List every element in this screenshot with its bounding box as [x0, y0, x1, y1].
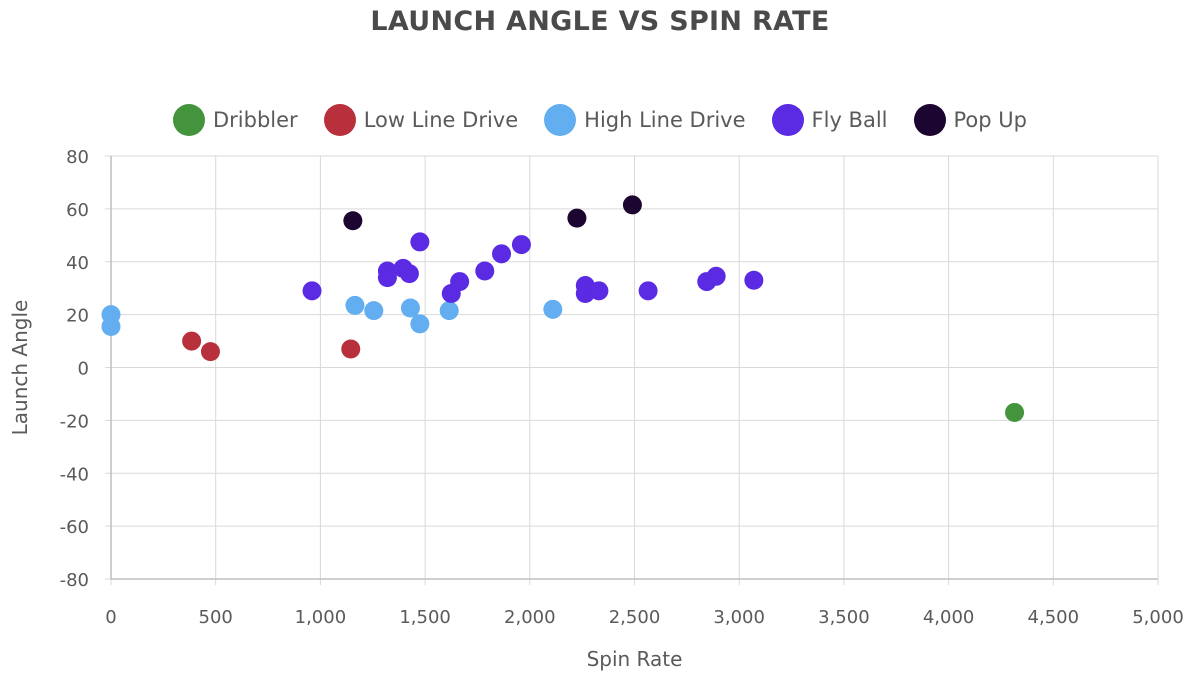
grid — [105, 155, 1159, 585]
legend-swatch-icon — [913, 104, 946, 136]
x-tick-label: 4,500 — [1028, 607, 1080, 628]
data-point[interactable] — [622, 195, 642, 215]
x-tick-label: 5,000 — [1132, 607, 1184, 628]
y-tick-label: 60 — [66, 200, 89, 221]
data-point[interactable] — [450, 272, 470, 292]
legend-item[interactable]: Fly Ball — [771, 104, 888, 136]
legend-label: High Line Drive — [584, 108, 746, 132]
x-tick-label: 4,000 — [923, 607, 975, 628]
y-tick-label: 80 — [66, 147, 89, 168]
data-point[interactable] — [400, 298, 420, 318]
x-tick-label: 2,500 — [609, 607, 661, 628]
data-point[interactable] — [399, 264, 419, 284]
y-tick-label: -60 — [60, 517, 89, 538]
x-tick-label: 1,500 — [399, 607, 451, 628]
y-tick-label: 0 — [78, 359, 89, 380]
legend-label: Fly Ball — [811, 108, 888, 132]
data-point[interactable] — [638, 281, 658, 301]
legend: Dribbler Low Line Drive High Line Drive Fly… — [0, 104, 1200, 136]
x-tick-label: 2,000 — [504, 607, 556, 628]
y-tick-label: 40 — [66, 253, 89, 274]
y-tick-label: 20 — [66, 306, 89, 327]
data-point[interactable] — [302, 281, 322, 301]
data-point[interactable] — [744, 270, 764, 290]
data-point[interactable] — [589, 281, 609, 301]
data-point[interactable] — [511, 235, 531, 255]
data-point[interactable] — [200, 342, 220, 362]
x-tick-label: 1,000 — [295, 607, 347, 628]
legend-label: Pop Up — [953, 108, 1027, 132]
y-tick-label: -40 — [60, 464, 89, 485]
x-tick-label: 0 — [105, 607, 116, 628]
data-point[interactable] — [492, 244, 512, 264]
legend-item[interactable]: Pop Up — [913, 104, 1027, 136]
axes: 0 500 1,000 1,500 2,000 2,500 3,000 3,500 4,000 4… — [60, 147, 1184, 628]
data-point[interactable] — [1005, 402, 1025, 422]
data-point[interactable] — [101, 317, 121, 337]
data-point[interactable] — [567, 208, 587, 228]
legend-swatch-icon — [323, 104, 356, 136]
data-point[interactable] — [475, 261, 495, 281]
y-axis-title: Launch Angle — [8, 300, 32, 436]
data-point[interactable] — [343, 211, 363, 231]
data-point[interactable] — [377, 268, 397, 288]
data-point[interactable] — [182, 331, 202, 351]
data-point[interactable] — [706, 266, 726, 286]
y-tick-label: -80 — [60, 570, 89, 591]
legend-swatch-icon — [544, 104, 577, 136]
data-point[interactable] — [410, 232, 430, 252]
data-points — [101, 195, 1025, 422]
data-point[interactable] — [410, 314, 430, 334]
x-tick-label: 500 — [199, 607, 233, 628]
legend-item[interactable]: High Line Drive — [544, 104, 746, 136]
chart-title: LAUNCH ANGLE VS SPIN RATE — [370, 6, 830, 37]
x-tick-label: 3,500 — [818, 607, 870, 628]
legend-item[interactable]: Low Line Drive — [323, 104, 519, 136]
legend-label: Dribbler — [213, 108, 298, 132]
y-tick-label: -20 — [60, 411, 89, 432]
x-tick-label: 3,000 — [713, 607, 765, 628]
data-point[interactable] — [543, 299, 563, 319]
data-point[interactable] — [341, 339, 361, 359]
data-point[interactable] — [439, 301, 459, 321]
data-point[interactable] — [345, 295, 365, 315]
legend-label: Low Line Drive — [363, 108, 519, 132]
x-axis-title: Spin Rate — [587, 647, 683, 671]
data-point[interactable] — [364, 301, 384, 321]
legend-swatch-icon — [173, 104, 205, 136]
legend-swatch-icon — [771, 104, 804, 136]
legend-item[interactable]: Dribbler — [173, 104, 298, 136]
